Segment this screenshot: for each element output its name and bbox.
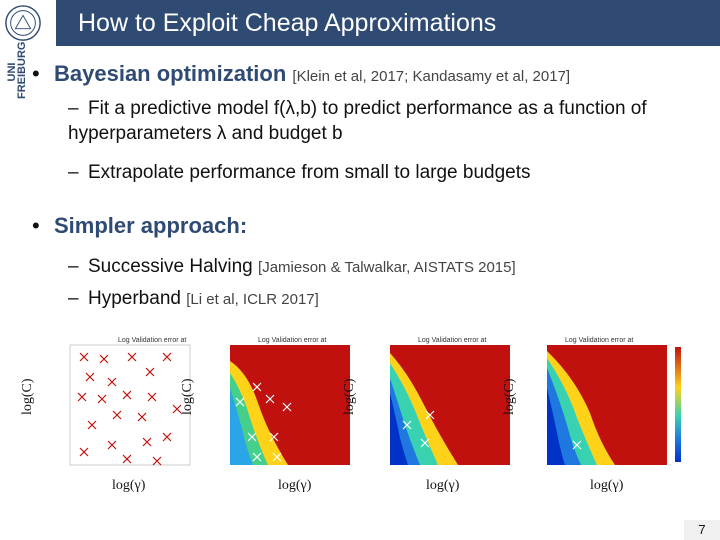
title-bar [56, 0, 720, 46]
sub-bullet-fit-model: – Fit a predictive model f(λ,b) to predic… [68, 98, 647, 144]
bullet-label: Simpler approach: [54, 213, 248, 238]
university-seal-icon [5, 5, 41, 41]
x-axis-label: log(γ) [426, 478, 460, 493]
heatmap-4: Log Validation error at [545, 333, 695, 468]
heatmap-3: Log Validation error at [388, 333, 528, 468]
colorbar [675, 347, 681, 462]
heatmap-title: Log Validation error at [418, 337, 486, 344]
heatmap-title: Log Validation error at [258, 337, 326, 344]
citation: [Klein et al, 2017; Kandasamy et al, 201… [292, 68, 571, 85]
validation-error-heatmaps: log(C) Log Validation error at log(γ) lo… [0, 325, 720, 525]
citation: [Li et al, ICLR 2017] [186, 291, 319, 308]
sub-bullet-extrapolate: – Extrapolate performance from small to l… [68, 162, 531, 183]
slide-title: How to Exploit Cheap Approximations [78, 9, 497, 37]
university-logo-text: UNI FREIBURG [6, 41, 28, 99]
bullet-simpler-approach: • Simpler approach: [32, 213, 248, 238]
bullet-bayesian-optimization: • Bayesian optimization [Klein et al, 201… [32, 61, 571, 86]
sub-bullet-hyperband: – Hyperband [Li et al, ICLR 2017] [68, 288, 319, 309]
sub-bullet-text: Fit a predictive model f(λ,b) to predict… [68, 98, 647, 144]
heatmap-title: Log Validation error at [118, 337, 186, 344]
sub-bullet-text: Hyperband [88, 288, 181, 309]
bullet-label: Bayesian optimization [54, 61, 287, 86]
sub-bullet-text: Extrapolate performance from small to la… [88, 162, 531, 183]
page-number: 7 [684, 520, 720, 540]
sub-bullet-text: Successive Halving [88, 256, 253, 277]
x-axis-label: log(γ) [112, 478, 146, 493]
heatmap-title: Log Validation error at [565, 337, 633, 344]
header: How to Exploit Cheap Approximations UNI … [0, 0, 720, 99]
heatmap-2: Log Validation error at [228, 333, 368, 468]
citation: [Jamieson & Talwalkar, AISTATS 2015] [258, 259, 516, 276]
x-axis-label: log(γ) [590, 478, 624, 493]
heatmap-1: Log Validation error at [68, 333, 208, 468]
x-axis-label: log(γ) [278, 478, 312, 493]
sub-bullet-successive-halving: – Successive Halving [Jamieson & Talwalka… [68, 256, 516, 277]
